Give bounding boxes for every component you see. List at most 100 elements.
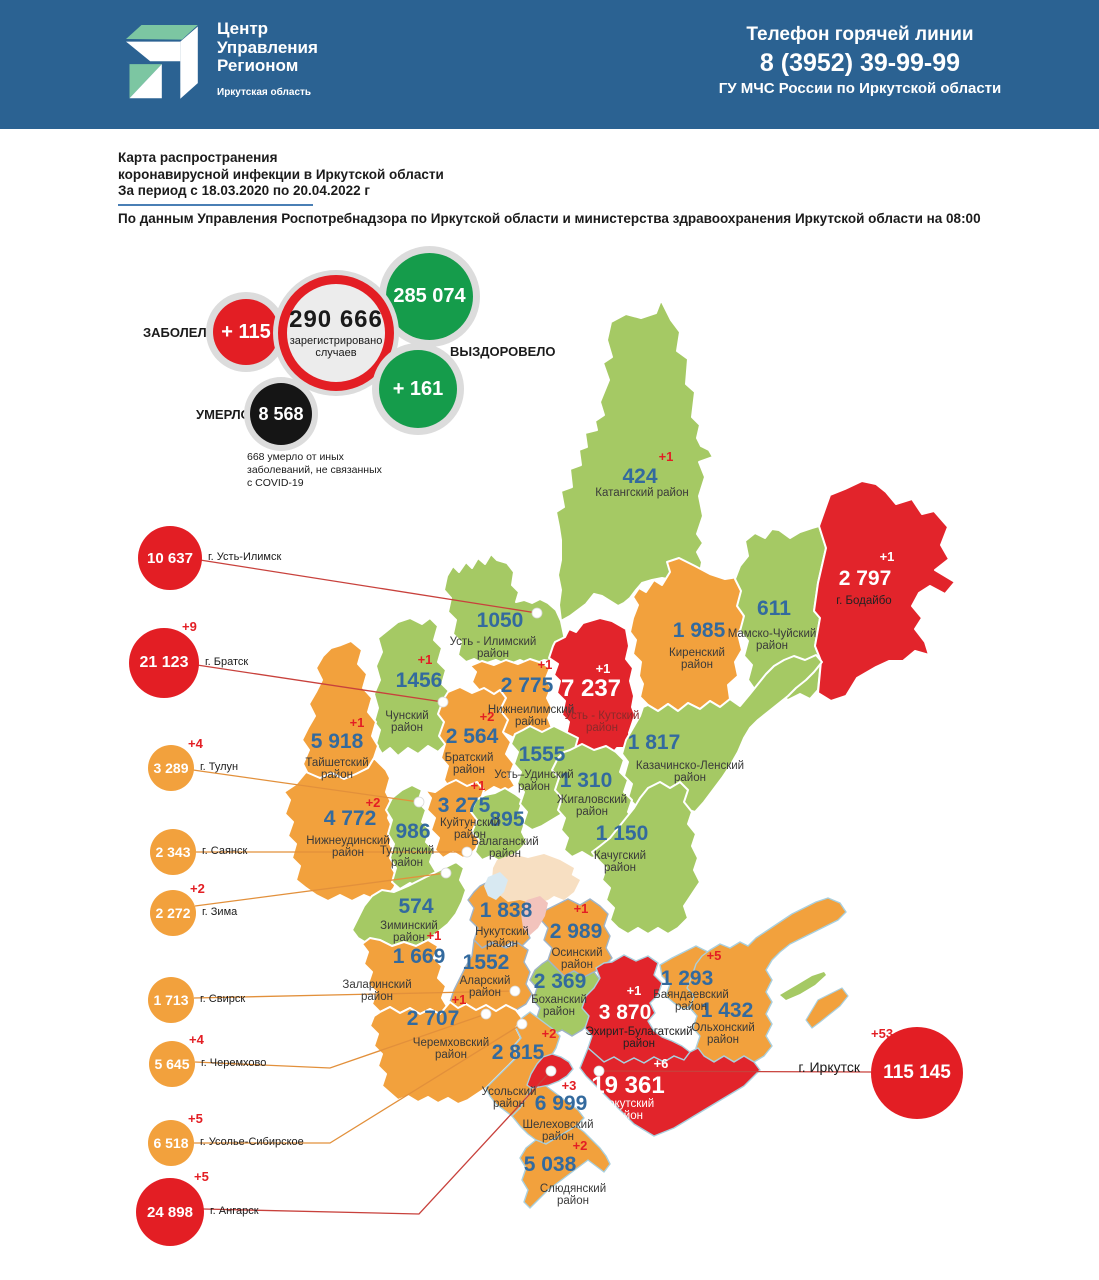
svg-text:2 989: 2 989 <box>550 920 603 943</box>
svg-text:+1: +1 <box>538 657 553 672</box>
svg-text:район: район <box>391 722 423 734</box>
svg-text:1 150: 1 150 <box>596 822 649 845</box>
svg-text:район: район <box>561 959 593 971</box>
svg-text:+1: +1 <box>418 652 433 667</box>
svg-text:район: район <box>707 1034 739 1046</box>
svg-text:1552: 1552 <box>463 951 510 974</box>
svg-text:г. Бодайбо: г. Бодайбо <box>836 595 891 607</box>
svg-text:5 038: 5 038 <box>524 1153 577 1176</box>
svg-text:574: 574 <box>398 895 433 918</box>
svg-text:Балаганский: Балаганский <box>471 836 538 848</box>
svg-text:7 237: 7 237 <box>561 675 621 702</box>
svg-text:19 361: 19 361 <box>591 1072 664 1099</box>
svg-text:район: район <box>557 1195 589 1207</box>
svg-text:1 432: 1 432 <box>701 999 754 1022</box>
svg-text:Чунский: Чунский <box>385 710 428 722</box>
svg-text:+2: +2 <box>366 795 381 810</box>
svg-text:Казачинско-Ленский: Казачинско-Ленский <box>636 760 744 772</box>
svg-text:+6: +6 <box>654 1056 669 1071</box>
svg-text:район: район <box>756 640 788 652</box>
svg-text:2 707: 2 707 <box>407 1007 460 1030</box>
svg-text:2 369: 2 369 <box>534 970 587 993</box>
svg-text:2 775: 2 775 <box>501 674 554 697</box>
svg-text:+1: +1 <box>471 778 486 793</box>
svg-text:+1: +1 <box>627 983 642 998</box>
svg-text:район: район <box>515 716 547 728</box>
svg-text:Осинский: Осинский <box>551 947 602 959</box>
svg-text:район: район <box>543 1006 575 1018</box>
svg-text:6 999: 6 999 <box>535 1092 588 1115</box>
svg-text:район: район <box>576 806 608 818</box>
svg-text:район: район <box>604 862 636 874</box>
svg-text:Иркутский: Иркутский <box>600 1098 654 1110</box>
svg-text:611: 611 <box>757 597 791 620</box>
svg-text:Катангский район: Катангский район <box>595 487 688 499</box>
svg-text:1456: 1456 <box>396 669 443 692</box>
svg-text:2 564: 2 564 <box>446 725 499 748</box>
svg-text:Братский: Братский <box>445 752 494 764</box>
svg-text:Усть - Илимский: Усть - Илимский <box>450 636 537 648</box>
svg-text:район: район <box>361 991 393 1003</box>
svg-text:895: 895 <box>489 808 524 831</box>
svg-text:район: район <box>489 848 521 860</box>
svg-text:1555: 1555 <box>519 743 566 766</box>
svg-text:+1: +1 <box>880 549 895 564</box>
svg-text:1 669: 1 669 <box>393 945 446 968</box>
svg-text:Мамско-Чуйский: Мамско-Чуйский <box>728 628 817 640</box>
svg-text:район: район <box>453 764 485 776</box>
svg-text:1 310: 1 310 <box>560 769 613 792</box>
svg-text:Заларинский: Заларинский <box>342 979 411 991</box>
svg-text:Киренский: Киренский <box>669 647 725 659</box>
svg-text:район: район <box>681 659 713 671</box>
svg-text:район: район <box>611 1110 643 1122</box>
svg-text:1050: 1050 <box>477 609 524 632</box>
svg-text:1 817: 1 817 <box>628 731 681 754</box>
svg-text:Нижнеилимский: Нижнеилимский <box>488 704 574 716</box>
svg-text:424: 424 <box>622 465 657 488</box>
svg-text:+1: +1 <box>452 992 467 1007</box>
svg-text:+1: +1 <box>659 449 674 464</box>
svg-text:+2: +2 <box>573 1138 588 1153</box>
svg-text:район: район <box>477 648 509 660</box>
svg-text:Нижнеудинский: Нижнеудинский <box>306 835 390 847</box>
svg-text:Тулунский: Тулунский <box>380 845 434 857</box>
svg-text:+3: +3 <box>562 1078 577 1093</box>
svg-text:район: район <box>454 829 486 841</box>
svg-text:Усольский: Усольский <box>482 1086 537 1098</box>
svg-text:+2: +2 <box>480 709 495 724</box>
svg-text:Боханский: Боханский <box>531 994 587 1006</box>
svg-text:5 918: 5 918 <box>311 730 364 753</box>
svg-text:район: район <box>493 1098 525 1110</box>
svg-text:Нукутский: Нукутский <box>475 926 529 938</box>
svg-text:район: район <box>469 987 501 999</box>
svg-text:район: район <box>486 938 518 950</box>
svg-text:3 275: 3 275 <box>438 794 491 817</box>
svg-text:район: район <box>542 1131 574 1143</box>
svg-text:2 815: 2 815 <box>492 1041 545 1064</box>
svg-text:986: 986 <box>395 820 430 843</box>
svg-text:2 797: 2 797 <box>839 567 892 590</box>
svg-text:Слюдянский: Слюдянский <box>540 1183 606 1195</box>
svg-text:район: район <box>586 722 618 734</box>
svg-text:район: район <box>321 769 353 781</box>
svg-text:+1: +1 <box>350 715 365 730</box>
svg-text:Ольхонский: Ольхонский <box>691 1022 755 1034</box>
svg-text:+1: +1 <box>596 661 611 676</box>
svg-text:район: район <box>674 772 706 784</box>
svg-text:+2: +2 <box>542 1026 557 1041</box>
svg-text:район: район <box>393 932 425 944</box>
svg-text:район: район <box>435 1049 467 1061</box>
svg-text:Усть - Кутский: Усть - Кутский <box>565 710 640 722</box>
svg-text:Тайшетский: Тайшетский <box>305 757 368 769</box>
svg-text:1 838: 1 838 <box>480 899 533 922</box>
svg-text:Баяндаевский: Баяндаевский <box>653 989 729 1001</box>
svg-text:Жигаловский: Жигаловский <box>557 794 627 806</box>
svg-text:Черемховский: Черемховский <box>413 1037 489 1049</box>
svg-text:район: район <box>518 781 550 793</box>
svg-text:Куйтунский: Куйтунский <box>440 817 500 829</box>
svg-text:+5: +5 <box>707 948 722 963</box>
svg-text:Шелеховский: Шелеховский <box>522 1119 593 1131</box>
svg-text:+1: +1 <box>427 928 442 943</box>
svg-text:район: район <box>391 857 423 869</box>
svg-text:Аларский: Аларский <box>460 975 511 987</box>
